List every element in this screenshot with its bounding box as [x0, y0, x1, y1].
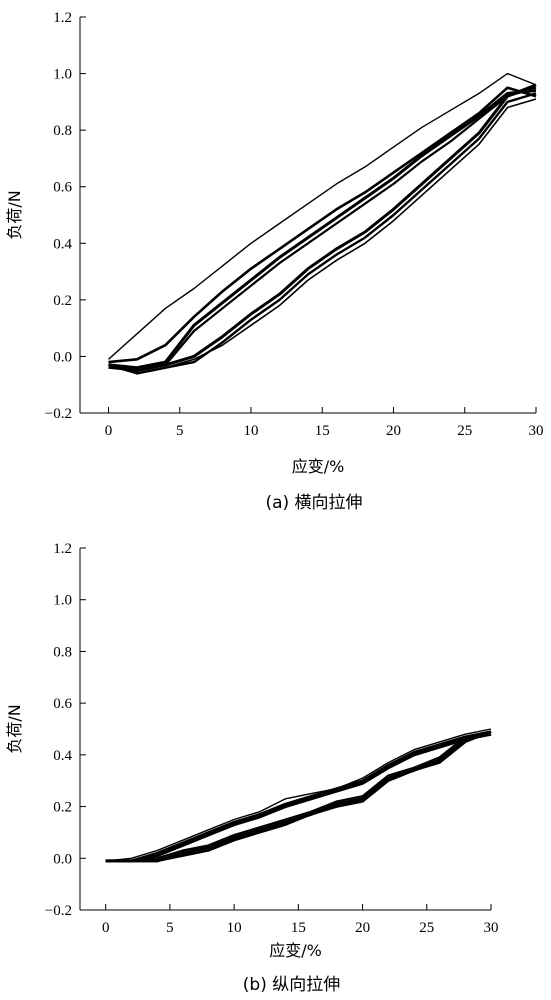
y-tick-label: 0.6: [53, 180, 72, 196]
x-tick-label: 0: [102, 920, 110, 936]
series-line-2: [108, 86, 537, 364]
series-line-6: [105, 730, 492, 863]
x-axis-label: 应变/%: [269, 941, 322, 960]
series-line-5: [105, 732, 492, 863]
y-tick-label: 0.8: [53, 644, 72, 660]
series-line-7: [108, 98, 537, 375]
x-tick-label: 30: [529, 423, 544, 439]
x-tick-label: 0: [105, 423, 113, 439]
series-line-1: [105, 728, 492, 862]
chart-a: −0.2 0.0 0.2 0.4 0.6 0.8 1.0 1.2 0 5 10 15 20 25 30 应变/…: [5, 10, 544, 513]
y-tick-label: 0.8: [53, 123, 72, 139]
y-tick-label: 0.0: [53, 349, 72, 365]
y-tick-label: 1.0: [53, 67, 72, 83]
x-tick-label: 30: [484, 920, 499, 936]
x-tick-label: 20: [355, 920, 370, 936]
series-line-4: [105, 730, 492, 862]
series-line-5: [108, 83, 537, 373]
series-line-4: [108, 86, 537, 372]
y-tick-label: 0.4: [53, 748, 72, 764]
y-axis-label: 负荷/N: [5, 190, 24, 239]
y-tick-label: 1.2: [53, 10, 72, 26]
y-tick-label: 0.4: [53, 236, 72, 252]
x-tick-label: 25: [419, 920, 434, 936]
series-line-3: [108, 89, 537, 370]
y-axis-label: 负荷/N: [5, 704, 24, 753]
series-line-1: [108, 72, 537, 360]
series-line-2: [105, 730, 492, 863]
y-tick-label: 0.2: [53, 800, 72, 816]
x-tick-label: 15: [291, 920, 306, 936]
y-tick-label: 0.0: [53, 851, 72, 867]
x-tick-label: 5: [166, 920, 174, 936]
y-tick-label: −0.2: [45, 903, 72, 919]
y-tick-label: 1.0: [53, 593, 72, 609]
y-tick-label: 0.2: [53, 293, 72, 309]
x-tick-label: 10: [244, 423, 259, 439]
x-tick-label: 25: [457, 423, 472, 439]
x-tick-label: 15: [315, 423, 330, 439]
x-tick-label: 10: [227, 920, 242, 936]
series-line-6: [108, 92, 537, 375]
y-tick-label: 1.2: [53, 541, 72, 557]
chart-caption: (a) 横向拉伸: [265, 493, 362, 513]
series-line-3: [105, 732, 492, 863]
y-tick-label: −0.2: [45, 406, 72, 422]
y-tick-label: 0.6: [53, 696, 72, 712]
chart-b: −0.2 0.0 0.2 0.4 0.6 0.8 1.0 1.2 0 5 10 15 20 25 30 应变/…: [5, 541, 499, 995]
x-tick-label: 5: [176, 423, 184, 439]
x-axis-label: 应变/%: [292, 457, 345, 476]
chart-caption: (b) 纵向拉伸: [243, 975, 340, 995]
x-tick-label: 20: [386, 423, 401, 439]
